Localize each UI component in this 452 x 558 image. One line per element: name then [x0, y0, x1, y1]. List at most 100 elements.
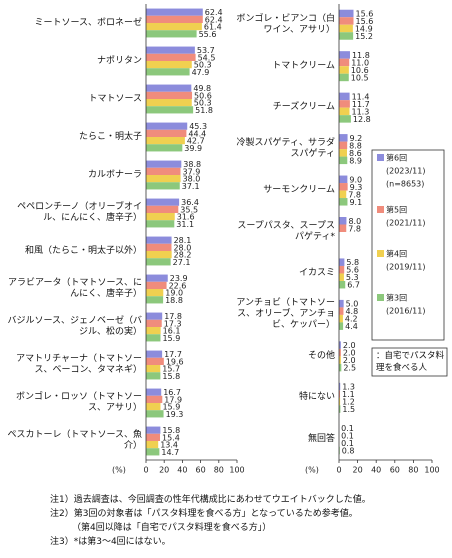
category-label: サーモンクリーム — [263, 185, 335, 196]
bar — [146, 91, 193, 99]
category-label: トマトクリーム — [272, 60, 335, 71]
value-label: 10.6 — [351, 66, 369, 75]
bar — [339, 100, 350, 108]
category-label: アンチョビ（トマトソース、オリーブ、アンチョビ、ケッパー） — [236, 298, 335, 331]
bar — [146, 46, 195, 54]
value-label: 9.1 — [349, 198, 362, 207]
value-label: 8.0 — [348, 217, 361, 226]
value-label: 31.1 — [176, 220, 194, 229]
value-label: 42.7 — [187, 137, 205, 146]
category-label: その他 — [307, 350, 335, 361]
bar — [146, 99, 192, 107]
value-label: 13.4 — [160, 441, 178, 450]
value-label: 36.4 — [181, 198, 199, 207]
bar — [339, 198, 348, 206]
bar — [146, 433, 161, 441]
category-label: 無回答 — [307, 433, 335, 444]
legend-label: 第4回 — [386, 249, 407, 259]
bar — [339, 9, 354, 18]
value-label: 38.8 — [183, 160, 201, 169]
bar — [339, 265, 345, 274]
value-label: 28.1 — [174, 236, 192, 245]
x-axis-label: (%) — [112, 466, 126, 475]
value-label: 4.8 — [345, 307, 358, 316]
value-label: 1.1 — [342, 390, 355, 399]
bar — [146, 243, 172, 251]
bar — [339, 356, 341, 364]
bar — [146, 8, 203, 16]
value-label: 47.9 — [192, 68, 210, 77]
bar — [339, 24, 353, 33]
value-label: 0.8 — [342, 447, 355, 456]
value-label: 11.0 — [351, 58, 369, 67]
value-label: 19.6 — [166, 357, 184, 366]
x-tick-label: 100 — [424, 466, 439, 475]
bar — [339, 66, 349, 74]
x-tick-label: 0 — [143, 466, 148, 475]
bar — [146, 410, 164, 418]
category-label: イカスミ — [298, 267, 335, 278]
bar — [339, 107, 350, 116]
bar — [339, 149, 347, 157]
value-label: 61.4 — [204, 23, 222, 32]
value-label: 31.6 — [177, 213, 195, 222]
value-label: 50.3 — [194, 61, 212, 70]
legend-period: (2023/11) — [386, 167, 425, 176]
bar — [339, 190, 347, 199]
category-label: バジルソース、ジェノベーゼ（バジル、松の実） — [7, 316, 142, 337]
value-label: 15.7 — [162, 365, 180, 374]
bar — [146, 403, 161, 411]
value-label: 35.5 — [180, 205, 198, 214]
value-label: 7.8 — [348, 190, 361, 199]
value-label: 11.4 — [352, 92, 370, 101]
bar — [146, 167, 181, 175]
value-label: 2.0 — [343, 349, 356, 358]
legend-swatch — [377, 154, 384, 161]
value-label: 0.1 — [341, 439, 354, 448]
category-label: チーズクリーム — [272, 102, 335, 113]
category-label: たらこ・明太子 — [78, 131, 142, 142]
value-label: 53.7 — [197, 46, 215, 55]
bar — [146, 365, 161, 373]
bar — [339, 183, 348, 191]
value-label: 8.9 — [349, 156, 362, 165]
bar — [339, 280, 346, 289]
value-label: 2.5 — [343, 364, 356, 373]
bar — [146, 15, 203, 23]
value-label: 15.4 — [162, 433, 180, 442]
value-label: 0.1 — [341, 432, 354, 441]
bar — [146, 122, 188, 130]
value-label: 62.4 — [205, 15, 223, 24]
bar — [146, 296, 164, 304]
bar — [146, 175, 181, 183]
x-tick-label: 80 — [408, 466, 418, 475]
legend-label: 第3回 — [386, 293, 407, 303]
category-label: アマトリチャーナ（トマトソース、ベーコン、タマネギ） — [16, 354, 142, 375]
value-label: 15.2 — [355, 32, 373, 41]
bar — [339, 134, 348, 142]
bar — [146, 426, 161, 434]
bar — [146, 441, 159, 449]
bar — [146, 327, 161, 335]
bar — [146, 129, 187, 137]
bar — [146, 281, 167, 289]
value-label: 19.0 — [165, 289, 183, 298]
legend-swatch — [377, 294, 384, 301]
bar — [146, 205, 179, 213]
legend-period: (2021/11) — [386, 219, 425, 228]
category-label: ペペロンチーノ（オリーブオイル、にんにく、唐辛子） — [17, 202, 142, 223]
legend-box — [371, 149, 445, 341]
bar — [146, 319, 162, 327]
bar — [339, 141, 348, 150]
category-label: トマトソース — [88, 93, 142, 104]
bar — [146, 388, 162, 396]
value-label: 50.6 — [194, 91, 212, 100]
value-label: 37.9 — [182, 167, 200, 176]
bar — [146, 350, 163, 358]
bar — [146, 61, 192, 69]
value-label: 9.3 — [350, 183, 363, 192]
bar — [146, 137, 185, 145]
value-label: 8.6 — [349, 149, 362, 158]
bar — [146, 334, 161, 342]
